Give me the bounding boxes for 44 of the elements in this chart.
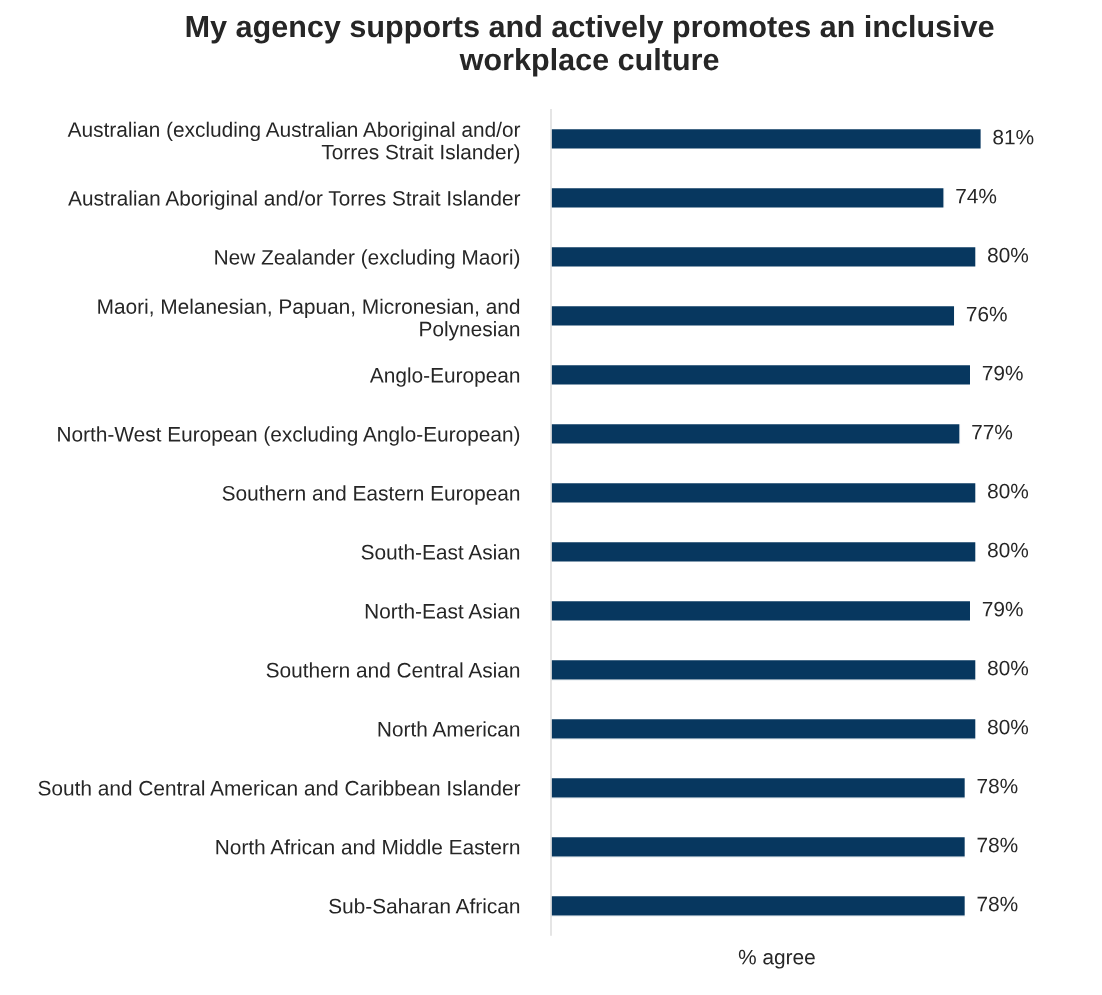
y-tick-label: Southern and Central Asian bbox=[266, 662, 520, 678]
data-label: 76% bbox=[966, 306, 1007, 322]
bar bbox=[551, 304, 956, 327]
data-label: 79% bbox=[982, 601, 1023, 617]
data-label: 78% bbox=[977, 896, 1018, 912]
chart-title: My agency supports and actively promotes an inclusive workplace culture bbox=[186, 14, 994, 77]
data-label: 77% bbox=[972, 424, 1013, 440]
bar bbox=[551, 835, 967, 858]
data-label: 80% bbox=[988, 247, 1029, 263]
bar bbox=[551, 245, 977, 268]
y-tick-label: North American bbox=[378, 721, 520, 737]
bar bbox=[551, 363, 972, 386]
y-tick-label: Sub-Saharan African bbox=[329, 898, 520, 914]
data-label: 78% bbox=[977, 837, 1018, 853]
y-tick-label: Anglo-European bbox=[369, 367, 520, 387]
x-axis-title: % agree bbox=[738, 949, 815, 969]
bar bbox=[551, 540, 977, 563]
y-tick-label: New Zealander (excluding Maori) bbox=[215, 249, 520, 269]
y-tick-label: Australian (excluding Australian Aboriginal and/or Torres Strait Islander) bbox=[67, 121, 521, 164]
y-tick-label: North-East Asian bbox=[365, 603, 520, 619]
data-label: 81% bbox=[993, 129, 1034, 145]
data-label: 80% bbox=[988, 542, 1029, 558]
bar bbox=[551, 599, 972, 622]
y-tick-label: Maori, Melanesian, Papuan, Micronesian, and Polynesian bbox=[98, 298, 520, 341]
bar bbox=[551, 186, 945, 209]
bar bbox=[551, 658, 977, 681]
bar bbox=[551, 481, 977, 504]
y-tick-label: Southern and Eastern European bbox=[222, 485, 520, 505]
bar bbox=[551, 776, 967, 799]
y-tick-label: South and Central American and Caribbean Islander bbox=[38, 780, 521, 796]
data-label: 78% bbox=[977, 778, 1018, 794]
y-tick-label: South-East Asian bbox=[361, 544, 520, 560]
data-label: 74% bbox=[956, 188, 997, 204]
y-tick-label: North African and Middle Eastern bbox=[216, 839, 520, 855]
bar bbox=[551, 717, 977, 740]
bar bbox=[551, 127, 982, 150]
data-label: 80% bbox=[988, 719, 1029, 735]
data-label: 79% bbox=[982, 365, 1023, 381]
y-tick-label: Australian Aboriginal and/or Torres Strait Islander bbox=[68, 190, 521, 210]
data-label: 80% bbox=[988, 483, 1029, 499]
bar bbox=[551, 894, 967, 917]
y-tick-label: North-West European (excluding Anglo-European) bbox=[58, 426, 520, 446]
data-label: 80% bbox=[988, 660, 1029, 676]
bar bbox=[551, 422, 961, 445]
